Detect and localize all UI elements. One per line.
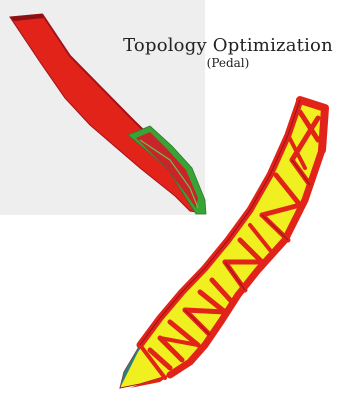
figure-title-block: Topology Optimization (Pedal) — [118, 35, 338, 71]
optimized-pedal-shading — [139, 99, 311, 346]
optimized-pedal-tip — [130, 375, 170, 388]
figure-title: Topology Optimization — [123, 35, 333, 56]
figure-subtitle: (Pedal) — [206, 56, 250, 70]
initial-pedal-contact-line — [139, 139, 199, 209]
initial-pedal-top-edge — [10, 14, 44, 21]
initial-pedal-contact-inner — [136, 132, 198, 208]
